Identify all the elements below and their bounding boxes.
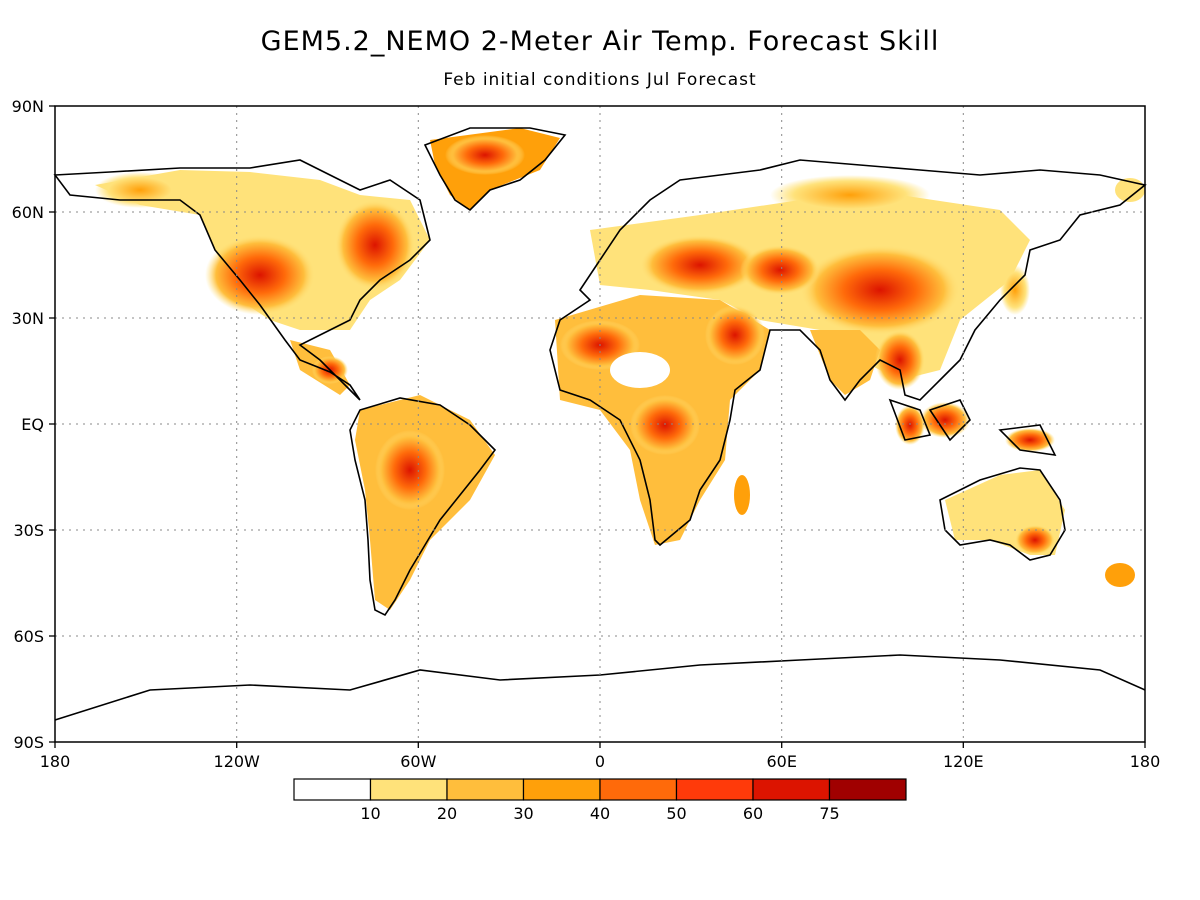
legend-label: 10: [360, 804, 380, 823]
lat-labels: 90N 60N 30N EQ 30S 60S 90S: [12, 97, 44, 752]
skill-field: [95, 128, 1145, 610]
legend-label: 50: [666, 804, 686, 823]
legend-bin: [752, 778, 831, 801]
lon-labels: 180 120W 60W 0 60E 120E 180: [40, 752, 1161, 771]
legend-bin: [293, 778, 372, 801]
lat-label: 90S: [13, 733, 44, 752]
lat-label: 30S: [13, 521, 44, 540]
lon-label: 120W: [214, 752, 261, 771]
legend-label: 30: [513, 804, 533, 823]
legend-bin: [599, 778, 678, 801]
lon-label: 180: [40, 752, 71, 771]
lon-label: 0: [595, 752, 605, 771]
legend-bin: [828, 778, 907, 801]
graticule: [55, 106, 1145, 742]
map-title: GEM5.2_NEMO 2-Meter Air Temp. Forecast S…: [260, 26, 940, 57]
lat-label: EQ: [21, 415, 44, 434]
color-legend: 10 20 30 40 50 60 75: [293, 778, 907, 823]
lat-label: 60S: [13, 627, 44, 646]
legend-bin: [522, 778, 601, 801]
legend-label: 60: [743, 804, 763, 823]
lon-label: 120E: [943, 752, 984, 771]
ticks: [49, 105, 1146, 748]
lat-label: 30N: [12, 309, 44, 328]
lon-label: 180: [1130, 752, 1161, 771]
legend-label: 40: [590, 804, 610, 823]
map-subtitle: Feb initial conditions Jul Forecast: [443, 70, 757, 90]
lat-label: 60N: [12, 203, 44, 222]
coastlines: [53, 127, 1147, 721]
legend-bin: [369, 778, 448, 801]
legend-label: 75: [819, 804, 839, 823]
lon-label: 60W: [400, 752, 436, 771]
legend-bin: [446, 778, 525, 801]
legend-bin: [675, 778, 754, 801]
lon-label: 60E: [766, 752, 796, 771]
legend-label: 20: [437, 804, 457, 823]
lat-label: 90N: [12, 97, 44, 116]
